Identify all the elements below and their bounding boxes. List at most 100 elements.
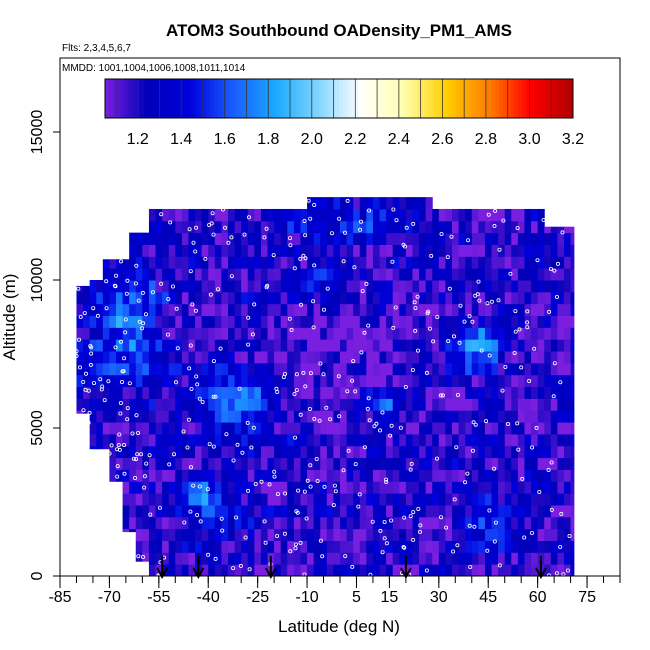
heatmap-cell xyxy=(537,410,545,423)
heatmap-cell xyxy=(445,351,453,364)
heatmap-cell xyxy=(471,339,479,352)
heatmap-cell xyxy=(537,208,545,222)
heatmap-cell xyxy=(517,327,525,340)
heatmap-cell xyxy=(214,220,222,234)
heatmap-cell xyxy=(188,564,196,577)
sample-point xyxy=(119,259,124,264)
heatmap-cell xyxy=(471,208,479,222)
heatmap-cell xyxy=(254,256,262,269)
heatmap-cell xyxy=(142,445,150,459)
heatmap-cell xyxy=(452,422,460,435)
heatmap-cell xyxy=(498,220,506,234)
heatmap-cell xyxy=(201,232,209,245)
heatmap-cell xyxy=(458,327,466,340)
colorbar-tick-label: 1.4 xyxy=(170,131,192,148)
heatmap-cell xyxy=(247,208,255,222)
heatmap-cell xyxy=(89,351,97,364)
heatmap-cell xyxy=(102,268,110,281)
heatmap-cell xyxy=(353,291,361,305)
heatmap-cell xyxy=(307,291,315,305)
heatmap-cell xyxy=(208,433,216,447)
colorbar-swatch xyxy=(198,79,203,118)
heatmap-cell xyxy=(201,457,209,470)
heatmap-cell xyxy=(564,232,572,245)
heatmap-cell xyxy=(465,291,473,305)
heatmap-cell xyxy=(175,256,183,269)
heatmap-cell xyxy=(234,457,242,470)
heatmap-cell xyxy=(452,469,460,482)
heatmap-cell xyxy=(544,256,552,269)
heatmap-cell xyxy=(241,232,249,245)
sample-point xyxy=(242,232,247,237)
heatmap-cell xyxy=(326,232,334,245)
heatmap-cell xyxy=(372,493,381,506)
sample-point xyxy=(367,418,372,423)
heatmap-cell xyxy=(247,410,255,423)
heatmap-cell xyxy=(293,362,301,376)
sample-point xyxy=(321,307,326,312)
heatmap-cell xyxy=(471,232,479,245)
heatmap-cell xyxy=(76,351,84,364)
heatmap-cell xyxy=(241,469,249,482)
heatmap-cell xyxy=(221,552,229,565)
sample-point xyxy=(425,311,430,316)
heatmap-cell xyxy=(300,386,308,399)
heatmap-cell xyxy=(445,244,453,257)
heatmap-cell xyxy=(544,327,552,340)
colorbar-swatch xyxy=(147,79,153,118)
heatmap-cell xyxy=(122,493,130,506)
sample-point xyxy=(303,384,308,389)
heatmap-cell xyxy=(102,433,110,447)
heatmap-cell xyxy=(372,552,381,565)
sample-point xyxy=(124,291,129,296)
heatmap-cell xyxy=(155,303,163,317)
heatmap-cell xyxy=(438,445,446,459)
heatmap-cell xyxy=(83,327,91,340)
heatmap-cell xyxy=(201,540,209,553)
heatmap-cell xyxy=(346,433,354,447)
heatmap-cell xyxy=(531,374,539,388)
sample-point xyxy=(112,283,117,288)
heatmap-cell xyxy=(379,351,387,364)
heatmap-cell xyxy=(333,232,341,245)
heatmap-cell xyxy=(458,244,466,257)
heatmap-cell xyxy=(162,220,170,234)
heatmap-cell xyxy=(458,528,466,541)
heatmap-cell xyxy=(412,315,420,328)
heatmap-cell xyxy=(432,481,440,494)
heatmap-cell xyxy=(260,208,269,222)
sample-point xyxy=(142,474,147,479)
heatmap-cell xyxy=(83,285,91,293)
heatmap-cell xyxy=(484,208,493,222)
heatmap-cell xyxy=(412,422,420,435)
heatmap-cell xyxy=(300,351,308,364)
heatmap-cell xyxy=(162,445,170,459)
heatmap-cell xyxy=(142,303,150,317)
heatmap-cell xyxy=(340,220,348,234)
heatmap-cell xyxy=(254,291,262,305)
heatmap-cell xyxy=(188,244,196,257)
heatmap-cell xyxy=(405,315,413,328)
sample-point xyxy=(493,208,498,213)
sample-point xyxy=(298,302,303,307)
heatmap-cell xyxy=(241,457,249,470)
heatmap-cell xyxy=(504,291,512,305)
sample-point xyxy=(308,216,313,221)
heatmap-cell xyxy=(550,339,558,352)
heatmap-cell xyxy=(195,327,203,340)
heatmap-cell xyxy=(162,268,170,281)
heatmap-cell xyxy=(260,422,269,435)
heatmap-cell xyxy=(511,552,519,565)
heatmap-cell xyxy=(195,220,203,234)
heatmap-cell xyxy=(181,244,189,257)
heatmap-cell xyxy=(405,457,413,470)
heatmap-cell xyxy=(432,457,440,470)
heatmap-cell xyxy=(274,244,282,257)
heatmap-cell xyxy=(491,552,499,565)
heatmap-cell xyxy=(570,362,575,376)
heatmap-cell xyxy=(76,327,84,340)
heatmap-cell xyxy=(484,540,493,553)
heatmap-cell xyxy=(241,268,249,281)
sample-point xyxy=(208,292,213,297)
heatmap-cell xyxy=(307,469,315,482)
